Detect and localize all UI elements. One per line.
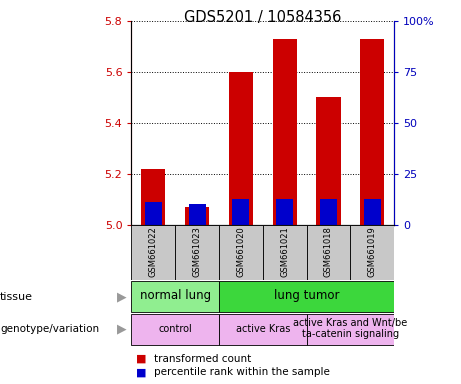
Text: active Kras and Wnt/be
ta-catenin signaling: active Kras and Wnt/be ta-catenin signal… [293,318,408,339]
Bar [364,199,381,225]
Bar [307,314,394,345]
Bar [263,225,307,280]
Bar [320,199,337,225]
Text: tissue: tissue [0,291,33,302]
Text: transformed count: transformed count [154,354,252,364]
Text: GSM661020: GSM661020 [236,226,245,277]
Text: ▶: ▶ [118,290,127,303]
Bar [185,207,209,225]
Bar [232,199,249,225]
Text: percentile rank within the sample: percentile rank within the sample [154,367,331,377]
Bar [131,314,219,345]
Bar [141,169,165,225]
Bar [219,314,307,345]
Bar [219,281,394,312]
Bar [219,225,263,280]
Text: GSM661018: GSM661018 [324,226,333,277]
Text: ■: ■ [136,354,147,364]
Text: GSM661019: GSM661019 [368,226,377,277]
Text: lung tumor: lung tumor [274,290,339,303]
Text: normal lung: normal lung [140,290,211,303]
Text: GSM661023: GSM661023 [193,226,201,277]
Bar [145,202,162,225]
Bar [360,39,384,225]
Bar [229,72,253,225]
Bar [272,39,297,225]
Bar [189,204,206,225]
Bar [175,225,219,280]
Bar [131,225,175,280]
Text: GSM661021: GSM661021 [280,226,289,277]
Text: GDS5201 / 10584356: GDS5201 / 10584356 [184,10,342,25]
Bar [131,281,219,312]
Text: genotype/variation: genotype/variation [0,324,99,334]
Bar [350,225,394,280]
Bar [276,199,293,225]
Text: active Kras: active Kras [236,324,290,334]
Text: ▶: ▶ [118,323,127,336]
Bar [307,225,350,280]
Text: ■: ■ [136,367,147,377]
Bar [316,98,341,225]
Text: control: control [158,324,192,334]
Text: GSM661022: GSM661022 [149,226,158,277]
